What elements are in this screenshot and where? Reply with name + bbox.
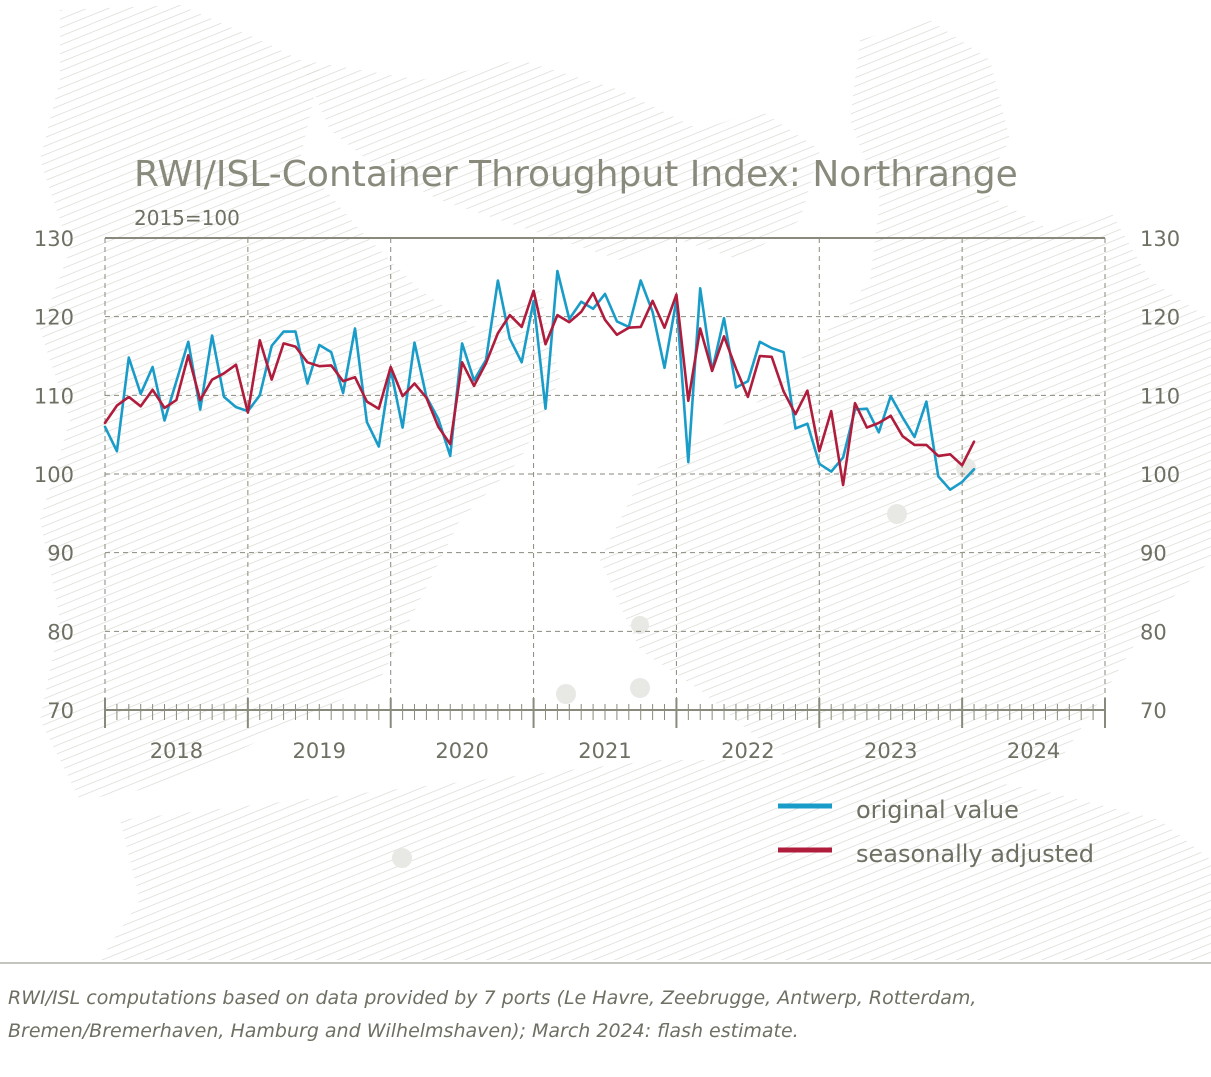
y-tick-label-right: 120 [1140,306,1180,330]
x-tick-label: 2024 [1007,739,1060,763]
x-tick-label: 2021 [578,739,631,763]
footnote: RWI/ISL computations based on data provi… [8,982,1203,1048]
y-tick-label-right: 80 [1140,620,1167,644]
legend-label-original: original value [856,796,1019,824]
legend: original value seasonally adjusted [778,796,1094,868]
y-tick-label-left: 80 [47,620,74,644]
x-tick-label: 2022 [721,739,774,763]
footnote-line-2: Bremen/Bremerhaven, Hamburg and Wilhelms… [8,1020,799,1042]
chart-subtitle: 2015=100 [134,206,240,230]
y-tick-label-left: 110 [34,384,74,408]
y-tick-label-left: 120 [34,306,74,330]
chart-title: RWI/ISL-Container Throughput Index: Nort… [134,154,1018,195]
y-tick-label-left: 70 [47,699,74,723]
y-tick-label-right: 100 [1140,463,1180,487]
legend-label-adjusted: seasonally adjusted [856,840,1094,868]
x-tick-label: 2019 [293,739,346,763]
y-tick-label-right: 130 [1140,227,1180,251]
series-line-seasonally-adjusted [103,289,976,487]
x-tick-label: 2020 [435,739,488,763]
y-tick-label-right: 70 [1140,699,1167,723]
y-tick-label-right: 90 [1140,542,1167,566]
background-map [40,5,1211,960]
y-tick-label-left: 100 [34,463,74,487]
x-tick-label: 2023 [864,739,917,763]
y-tick-label-left: 130 [34,227,74,251]
y-tick-label-left: 90 [47,542,74,566]
x-tick-label: 2018 [150,739,203,763]
y-tick-label-right: 110 [1140,384,1180,408]
footnote-line-1: RWI/ISL computations based on data provi… [8,987,977,1009]
